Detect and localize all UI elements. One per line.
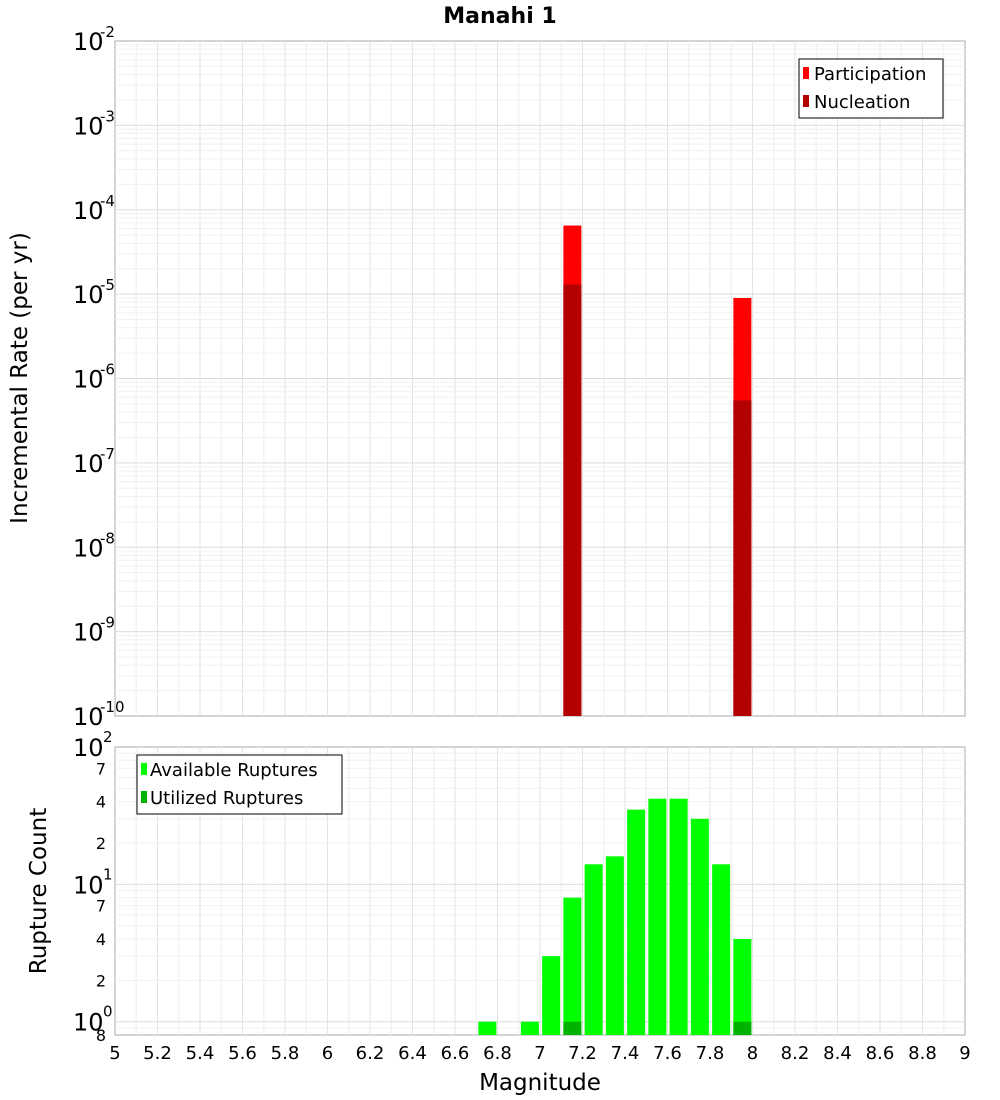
count-legend-box (136, 754, 343, 815)
bar-available-ruptures (520, 1021, 539, 1035)
bar-available-ruptures (478, 1021, 497, 1035)
bar-available-ruptures (712, 864, 731, 1035)
count-y-tick-base: 10 (73, 734, 104, 762)
count-y-minor-tick: 2 (96, 834, 106, 853)
x-tick-label: 5.6 (228, 1043, 257, 1064)
bar-available-ruptures (542, 956, 561, 1035)
legend-swatch-participation (803, 67, 809, 79)
count-y-axis-title: Rupture Count (26, 808, 52, 974)
rate-gridlines (115, 41, 965, 716)
x-tick-label: 8.8 (908, 1043, 937, 1064)
rate-y-tick-base: 10 (73, 197, 104, 225)
x-axis-title: Magnitude (479, 1070, 601, 1096)
count-y-tick-base: 10 (73, 1009, 104, 1037)
count-bars (478, 798, 752, 1035)
rate-y-tick-exponent: -3 (100, 107, 115, 125)
legend-swatch-available (141, 763, 147, 775)
rate-y-tick-base: 10 (73, 28, 104, 56)
rate-y-tick-exponent: -10 (100, 698, 125, 716)
count-y-tick-exponent: 2 (103, 728, 113, 746)
bar-available-ruptures (669, 798, 688, 1035)
bar-nucleation (563, 284, 582, 716)
count-y-tick-exponent: 0 (103, 1003, 113, 1021)
rate-y-tick-exponent: -7 (100, 445, 115, 463)
x-tick-label: 8 (747, 1043, 758, 1064)
rate-y-tick-exponent: -2 (100, 23, 115, 41)
x-tick-label: 6 (322, 1043, 333, 1064)
rate-legend-box (798, 58, 944, 119)
count-y-minor-tick: 2 (96, 971, 106, 990)
bar-available-ruptures (605, 856, 624, 1035)
x-tick-label: 5 (109, 1043, 120, 1064)
count-legend: Available Ruptures Utilized Ruptures (136, 754, 343, 815)
rate-y-tick-base: 10 (73, 112, 104, 140)
count-y-minor-tick: 4 (96, 930, 106, 949)
chart-title: Manahi 1 (443, 4, 556, 29)
bar-available-ruptures (690, 818, 709, 1035)
legend-label-nucleation: Nucleation (814, 92, 910, 113)
x-tick-label: 6.6 (441, 1043, 470, 1064)
x-tick-label: 6.8 (483, 1043, 512, 1064)
rate-y-tick-base: 10 (73, 450, 104, 478)
legend-label-participation: Participation (814, 64, 926, 85)
rate-y-tick-base: 10 (73, 703, 104, 731)
x-tick-label: 7.2 (568, 1043, 597, 1064)
bar-available-ruptures (627, 809, 646, 1035)
rate-y-tick-base: 10 (73, 281, 104, 309)
rate-y-tick-exponent: -6 (100, 361, 115, 379)
x-tick-label: 7.8 (696, 1043, 725, 1064)
x-tick-labels: 5 5.2 5.4 5.6 5.8 6 6.2 6.4 6.6 6.8 7 7.2 7.4 7.6 7.8 8… (109, 1043, 970, 1064)
count-y-minor-tick: 7 (96, 759, 106, 778)
rate-y-tick-base: 10 (73, 366, 104, 394)
x-tick-label: 6.4 (398, 1043, 427, 1064)
x-tick-label: 5.4 (186, 1043, 215, 1064)
rate-y-tick-base: 10 (73, 619, 104, 647)
rate-y-tick-exponent: -5 (100, 276, 115, 294)
legend-label-utilized: Utilized Ruptures (150, 788, 303, 809)
rate-legend: Participation Nucleation (798, 58, 944, 119)
x-tick-label: 8.4 (823, 1043, 852, 1064)
x-tick-label: 7.6 (653, 1043, 682, 1064)
bar-available-ruptures (648, 798, 667, 1035)
x-tick-label: 7.4 (611, 1043, 640, 1064)
legend-label-available: Available Ruptures (150, 760, 318, 781)
x-tick-label: 5.8 (271, 1043, 300, 1064)
bar-available-ruptures (733, 939, 752, 1035)
rate-y-tick-exponent: -9 (100, 614, 115, 632)
bar-available-ruptures (584, 864, 603, 1035)
count-y-minor-tick: 8 (96, 1026, 106, 1045)
x-tick-label: 6.2 (356, 1043, 385, 1064)
rate-y-axis-title: Incremental Rate (per yr) (7, 232, 33, 524)
bar-nucleation (733, 400, 752, 716)
legend-swatch-nucleation (803, 95, 809, 107)
bar-utilized-ruptures (563, 1021, 582, 1035)
count-y-minor-tick: 7 (96, 897, 106, 916)
rate-y-tick-exponent: -8 (100, 529, 115, 547)
count-y-minor-tick: 4 (96, 793, 106, 812)
count-y-tick-exponent: 1 (103, 865, 113, 883)
bar-available-ruptures (563, 897, 582, 1035)
count-y-tick-base: 10 (73, 871, 104, 899)
x-tick-label: 9 (959, 1043, 970, 1064)
x-tick-label: 8.6 (866, 1043, 895, 1064)
rate-bars (563, 225, 752, 716)
rate-y-tick-base: 10 (73, 534, 104, 562)
x-tick-label: 8.2 (781, 1043, 810, 1064)
legend-swatch-utilized (141, 791, 147, 803)
rate-y-tick-exponent: -4 (100, 192, 115, 210)
x-tick-label: 5.2 (143, 1043, 172, 1064)
bar-utilized-ruptures (733, 1021, 752, 1035)
x-tick-label: 7 (534, 1043, 545, 1064)
